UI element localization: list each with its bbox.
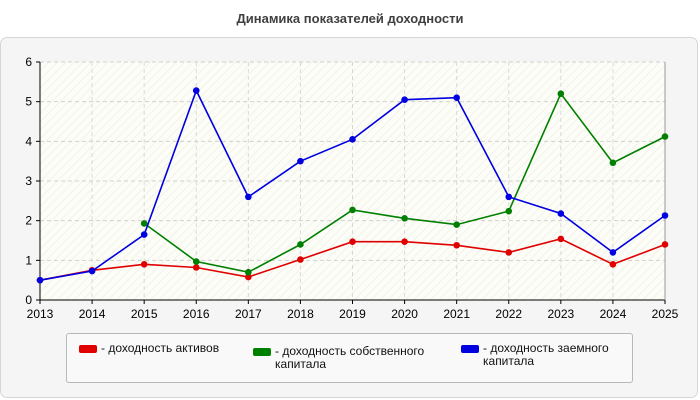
y-tick-labels: 0 1 2 3 4 5 6 <box>25 55 32 307</box>
y-tick-label: 0 <box>25 293 32 307</box>
x-tick-label: 2022 <box>495 307 522 321</box>
data-point <box>297 241 304 248</box>
data-point <box>140 231 148 238</box>
data-point <box>401 96 408 103</box>
data-point <box>557 235 565 243</box>
data-point <box>505 207 513 215</box>
x-tick-label: 2016 <box>183 307 210 321</box>
x-tick-label: 2019 <box>339 307 366 321</box>
series-1 <box>140 90 669 276</box>
legend-swatch-debt <box>461 345 479 353</box>
axes <box>36 61 666 304</box>
y-tick-label: 1 <box>25 253 32 267</box>
data-point <box>401 214 408 222</box>
x-tick-label: 2018 <box>287 307 314 321</box>
x-tick-label: 2015 <box>131 307 158 321</box>
data-point <box>609 249 617 256</box>
data-point <box>192 87 200 94</box>
y-tick-label: 5 <box>25 95 32 109</box>
data-point <box>192 258 200 265</box>
x-tick-label: 2017 <box>235 307 262 321</box>
data-point <box>245 193 252 201</box>
y-tick-label: 4 <box>25 134 32 148</box>
data-point <box>349 206 356 214</box>
x-tick-label: 2025 <box>652 307 679 321</box>
data-point <box>349 136 356 143</box>
data-point <box>453 94 460 101</box>
y-tick-label: 6 <box>25 55 32 69</box>
data-point <box>36 276 44 284</box>
x-tick-label: 2020 <box>391 307 418 321</box>
x-tick-label: 2023 <box>547 307 574 321</box>
data-point <box>505 249 513 256</box>
data-point <box>609 261 617 268</box>
series-group <box>36 87 669 284</box>
legend-label-assets: - доходность активов <box>101 341 220 355</box>
data-point <box>401 238 408 245</box>
chart-title: Динамика показателей доходности <box>236 11 464 26</box>
data-point <box>661 241 669 248</box>
data-point <box>297 157 304 165</box>
data-point <box>140 261 148 268</box>
data-point <box>453 241 460 249</box>
data-point <box>88 267 96 275</box>
data-point <box>297 256 304 263</box>
data-point <box>245 268 252 276</box>
series-2 <box>36 87 669 284</box>
x-tick-label: 2013 <box>27 307 54 321</box>
data-point <box>505 193 513 201</box>
legend-label-equity: - доходность собственного капитала <box>275 344 425 371</box>
data-point <box>557 210 565 217</box>
y-tick-label: 3 <box>25 174 32 188</box>
data-point <box>609 159 617 167</box>
data-point <box>245 273 252 281</box>
data-point <box>140 220 148 227</box>
legend-label-debt: - доходность заемного капитала <box>483 341 609 368</box>
data-point <box>192 264 200 271</box>
data-point <box>349 238 356 245</box>
x-tick-label: 2024 <box>600 307 627 321</box>
legend: - доходность активов - доходность собств… <box>66 333 633 383</box>
legend-swatch-equity <box>253 348 271 356</box>
data-point <box>453 221 460 228</box>
data-point <box>661 212 669 219</box>
x-tick-label: 2014 <box>79 307 106 321</box>
data-point <box>557 90 565 98</box>
x-tick-labels: 2013 2014 2015 2016 2017 2018 2019 2020 2021 2022… <box>27 307 679 321</box>
data-point <box>661 133 669 140</box>
x-tick-label: 2021 <box>443 307 470 321</box>
legend-swatch-assets <box>79 345 97 353</box>
y-tick-label: 2 <box>25 214 32 228</box>
